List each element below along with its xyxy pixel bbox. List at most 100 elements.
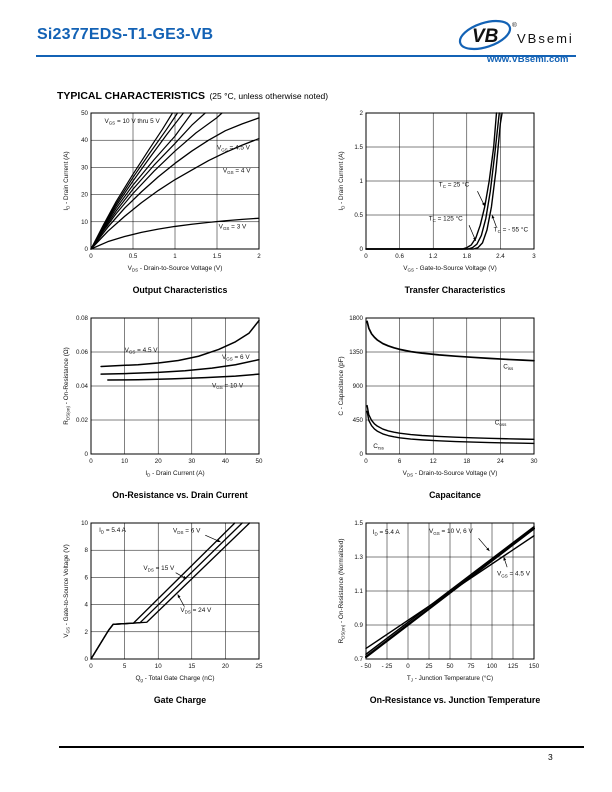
svg-text:10: 10 (155, 663, 162, 670)
svg-text:1.5: 1.5 (213, 253, 222, 260)
svg-text:30: 30 (188, 458, 195, 465)
chart-caption: Output Characteristics (132, 285, 228, 295)
svg-text:ID - Drain Current (A): ID - Drain Current (A) (145, 470, 204, 478)
svg-text:VGS = 6 V: VGS = 6 V (222, 354, 250, 362)
svg-text:1.3: 1.3 (354, 554, 363, 561)
svg-text:0: 0 (364, 458, 368, 465)
svg-text:2: 2 (85, 629, 89, 636)
svg-text:Qg - Total Gate Charge (nC): Qg - Total Gate Charge (nC) (135, 675, 214, 683)
svg-text:150: 150 (529, 663, 540, 670)
svg-text:1.5: 1.5 (354, 144, 363, 151)
page-number: 3 (548, 752, 553, 762)
section-note: (25 °C, unless otherwise noted) (209, 91, 329, 101)
svg-text:18: 18 (463, 458, 470, 465)
svg-text:VGS = 4.5 V: VGS = 4.5 V (497, 571, 531, 579)
svg-text:VDS = 15 V: VDS = 15 V (143, 565, 175, 573)
svg-text:VGS = 10 V thru 5 V: VGS = 10 V thru 5 V (104, 118, 160, 126)
svg-text:TC = - 55 °C: TC = - 55 °C (494, 225, 529, 234)
chart-capacitance: 0 6 12 18 24 30 0 450 900 1350 1800 VDS - Drain-to-… (330, 311, 580, 500)
registered-mark: ® (512, 21, 517, 29)
svg-text:1800: 1800 (349, 315, 363, 322)
svg-text:VDS = 24 V: VDS = 24 V (180, 607, 212, 615)
svg-text:0: 0 (364, 253, 368, 260)
svg-text:75: 75 (468, 663, 475, 670)
vbsemi-logo-mark: VB ® VBsemi (458, 19, 574, 51)
header-rule (36, 55, 576, 57)
svg-text:VDS - Drain-to-Source Voltage: VDS - Drain-to-Source Voltage (V) (128, 265, 223, 273)
chart-caption: On-Resistance vs. Drain Current (112, 490, 248, 500)
svg-text:TJ - Junction Temperature (°C): TJ - Junction Temperature (°C) (407, 674, 493, 683)
svg-text:2: 2 (360, 110, 364, 117)
svg-text:0.5: 0.5 (129, 253, 138, 260)
svg-text:450: 450 (353, 417, 364, 424)
svg-text:0: 0 (85, 246, 89, 253)
svg-text:0: 0 (406, 663, 410, 670)
svg-text:3: 3 (532, 253, 536, 260)
transfer-characteristics-plot: 0 0.6 1.2 1.8 2.4 3 0 0.5 1 1.5 2 VGS - Gate-to-Sou… (338, 110, 536, 273)
svg-text:VGS - Gate-to-Source Voltage (: VGS - Gate-to-Source Voltage (V) (63, 544, 71, 638)
svg-text:0: 0 (89, 458, 93, 465)
svg-text:VGS = 10 V, 6 V: VGS = 10 V, 6 V (429, 528, 473, 536)
svg-text:25: 25 (426, 663, 433, 670)
svg-text:40: 40 (222, 458, 229, 465)
svg-text:VGS = 10 V: VGS = 10 V (212, 382, 244, 390)
svg-text:20: 20 (155, 458, 162, 465)
svg-text:30: 30 (531, 458, 538, 465)
svg-text:6: 6 (85, 574, 89, 581)
svg-text:ID - Drain Current (A): ID - Drain Current (A) (63, 151, 71, 210)
svg-text:Ciss: Ciss (503, 364, 514, 372)
svg-text:2.4: 2.4 (496, 253, 505, 260)
logo-wordmark: VBsemi (517, 31, 574, 46)
svg-text:2: 2 (257, 253, 261, 260)
chart-output-characteristics: 0 0.5 1 1.5 2 0 10 20 30 40 50 VDS - Drain-to-Sourc… (55, 106, 305, 295)
svg-text:20: 20 (222, 663, 229, 670)
footer-rule (59, 746, 584, 748)
chart-gate-charge: 0 5 10 15 20 25 0 2 4 6 8 10 Qg - Total Gate Charge … (55, 516, 305, 705)
svg-text:6: 6 (398, 458, 402, 465)
chart-transfer-characteristics: 0 0.6 1.2 1.8 2.4 3 0 0.5 1 1.5 2 VGS - Gate-to-Sou… (330, 106, 580, 295)
svg-text:100: 100 (487, 663, 498, 670)
svg-text:0.5: 0.5 (354, 212, 363, 219)
svg-text:1.1: 1.1 (354, 588, 363, 595)
svg-text:ID - Drain Current (A): ID - Drain Current (A) (338, 151, 346, 210)
svg-text:VGS - Gate-to-Source Voltage (: VGS - Gate-to-Source Voltage (V) (403, 265, 497, 273)
svg-text:10: 10 (81, 520, 88, 527)
logo-monogram: VB (472, 26, 499, 47)
svg-text:0: 0 (89, 253, 93, 260)
svg-text:1.8: 1.8 (462, 253, 471, 260)
svg-text:RDS(on) - On-Resistance (Norma: RDS(on) - On-Resistance (Normalized) (338, 538, 346, 643)
chart-caption: Gate Charge (153, 695, 207, 705)
svg-text:TC = 125 °C: TC = 125 °C (429, 214, 463, 223)
svg-text:0.08: 0.08 (76, 315, 89, 322)
svg-text:0: 0 (360, 246, 364, 253)
svg-text:0.06: 0.06 (76, 349, 89, 356)
svg-text:12: 12 (430, 458, 437, 465)
logo-ellipse (458, 19, 512, 51)
svg-text:0: 0 (360, 451, 364, 458)
svg-text:VGS = 4 V: VGS = 4 V (223, 167, 251, 175)
svg-text:4: 4 (85, 602, 89, 609)
svg-text:ID = 5.4 A: ID = 5.4 A (373, 529, 401, 537)
chart-caption: Capacitance (429, 490, 481, 500)
gate-charge-plot: 0 5 10 15 20 25 0 2 4 6 8 10 Qg - Total Gate Charge … (63, 520, 263, 683)
svg-text:50: 50 (81, 110, 88, 117)
svg-text:10: 10 (121, 458, 128, 465)
svg-text:VGS = 4.5 V: VGS = 4.5 V (125, 347, 159, 355)
svg-text:- 25: - 25 (382, 663, 393, 670)
chart-caption: On-Resistance vs. Junction Temperature (369, 695, 541, 705)
svg-text:0: 0 (85, 451, 89, 458)
svg-text:RDS(on) - On-Resistance (Ω): RDS(on) - On-Resistance (Ω) (63, 347, 71, 425)
capacitance-plot: 0 6 12 18 24 30 0 450 900 1350 1800 VDS - Drain-to-… (338, 315, 538, 478)
chart-on-resistance-vs-drain-current: 0 10 20 30 40 50 0 0.02 0.04 0.06 0.08 ID - Drain C… (55, 311, 305, 500)
svg-text:0.6: 0.6 (395, 253, 404, 260)
part-number-title: Si2377EDS-T1-GE3-VB (37, 26, 214, 43)
svg-text:1: 1 (173, 253, 177, 260)
svg-text:30: 30 (81, 164, 88, 171)
svg-text:- 50: - 50 (361, 663, 372, 670)
svg-text:8: 8 (85, 547, 89, 554)
svg-text:0.04: 0.04 (76, 383, 89, 390)
svg-text:20: 20 (81, 192, 88, 199)
svg-text:50: 50 (256, 458, 263, 465)
svg-text:0.7: 0.7 (354, 656, 363, 663)
